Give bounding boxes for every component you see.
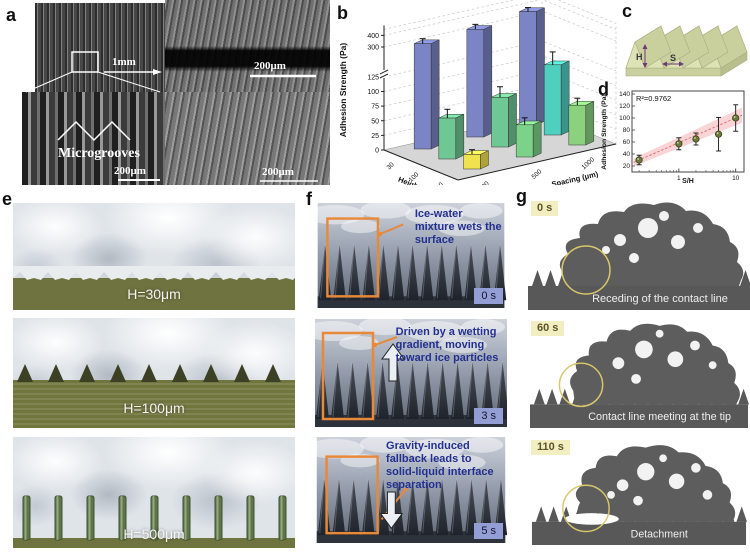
- panel-d-letter: d: [598, 79, 609, 99]
- substrate-graphic: [13, 364, 295, 428]
- panel-f-letter: f: [306, 189, 312, 209]
- svg-text:100: 100: [367, 89, 379, 96]
- svg-text:S/H: S/H: [682, 178, 694, 185]
- panel-c-letter: c: [622, 1, 633, 21]
- adhesion-bar-chart: 0 25 50 75 100 125 300 400 Adhesion Strength (Pa…: [338, 0, 617, 185]
- svg-text:Detachment: Detachment: [631, 528, 688, 540]
- wetting-annotation: Driven by a wetting gradient, moving tow…: [395, 325, 499, 364]
- panel-g-letter: g: [516, 186, 527, 206]
- svg-text:60: 60: [623, 139, 631, 146]
- scale-label-1mm: 1mm: [112, 56, 136, 68]
- sem-tilted-view-image: [165, 92, 330, 185]
- detach-frame-0s: Receding of the contact line 0 s: [528, 198, 750, 310]
- ice-silhouette: Detachment: [531, 437, 747, 545]
- adhesion-scatter-plot: 20 40 60 80 100 120 140 1 10 R²=0.9762 S/H Adhesion…: [601, 90, 745, 185]
- timestamp-badge: 3 s: [474, 408, 503, 424]
- scale-label-top-right: 200μm: [254, 60, 286, 72]
- svg-text:140: 140: [619, 91, 630, 98]
- panel-e-letter: e: [2, 189, 13, 209]
- panel-a-annotations: [25, 51, 318, 182]
- svg-text:Contact line meeting at the ti: Contact line meeting at the tip: [588, 411, 731, 423]
- svg-text:Adhesion Strength (Pa): Adhesion Strength (Pa): [338, 43, 348, 138]
- timestamp-badge: 5 s: [474, 523, 503, 539]
- detach-frame-60s: Contact line meeting at the tip 60 s: [528, 318, 750, 428]
- svg-text:400: 400: [367, 33, 379, 40]
- svg-text:Adhesion Strength (Pa): Adhesion Strength (Pa): [601, 94, 608, 170]
- height-symbol: H: [636, 52, 643, 62]
- panel-b-letter: b: [337, 3, 348, 23]
- height-caption: H=100μm: [123, 400, 185, 416]
- cone-array-photo: [315, 437, 507, 543]
- cone-array-photo: [315, 318, 507, 427]
- svg-text:1000: 1000: [581, 156, 597, 171]
- wetting-annotation: Gravity-induced fallback leads to solid-…: [386, 440, 494, 492]
- wetting-annotation: Ice-water mixture wets the surface: [414, 208, 502, 247]
- svg-text:10: 10: [732, 175, 740, 182]
- svg-text:100: 100: [619, 115, 630, 122]
- svg-text:30: 30: [386, 161, 396, 171]
- panel-a-letter: a: [6, 5, 17, 25]
- scale-label-bottom-left: 200μm: [114, 165, 146, 177]
- spacing-symbol: S: [670, 53, 676, 63]
- timestamp-badge: 60 s: [531, 321, 565, 336]
- ice-silhouette: Receding of the contact line: [528, 198, 750, 310]
- wetting-frame-0s: Ice-water mixture wets the surface 0 s: [315, 203, 507, 308]
- micrograph-H30: H=30μm: [13, 203, 295, 310]
- ice-silhouette: Contact line meeting at the tip: [529, 318, 749, 428]
- svg-text:75: 75: [371, 104, 379, 111]
- svg-text:125: 125: [367, 74, 379, 81]
- timestamp-badge: 110 s: [531, 440, 570, 455]
- svg-text:1: 1: [677, 175, 681, 182]
- scale-label-bottom-right: 200μm: [262, 166, 294, 178]
- wetting-frame-3s: Driven by a wetting gradient, moving tow…: [315, 318, 507, 428]
- substrate-graphic: [13, 495, 295, 548]
- micrograph-H100: H=100μm: [13, 318, 295, 428]
- svg-text:Spacing (μm): Spacing (μm): [551, 169, 600, 185]
- svg-text:100: 100: [478, 180, 491, 185]
- svg-text:20: 20: [623, 163, 631, 170]
- sem-overview-image: [35, 3, 165, 92]
- height-caption: H=500μm: [123, 526, 185, 542]
- panel-a: a 1mm Microgrooves 200μm 200μm 200μm: [0, 0, 330, 185]
- microgrooves-label: Microgrooves: [58, 146, 140, 161]
- groove-schematic: H S: [625, 25, 748, 77]
- svg-text:120: 120: [619, 103, 630, 110]
- svg-text:0: 0: [375, 148, 379, 155]
- micrograph-H500: H=500μm: [13, 437, 295, 548]
- svg-text:R²=0.9762: R²=0.9762: [636, 94, 671, 103]
- svg-text:40: 40: [623, 151, 631, 158]
- substrate-graphic: [13, 266, 295, 310]
- timestamp-badge: 0 s: [474, 288, 503, 304]
- svg-text:50: 50: [371, 118, 379, 125]
- svg-text:25: 25: [371, 133, 379, 140]
- detach-frame-110s: Detachment 110 s: [528, 437, 750, 545]
- svg-text:500: 500: [432, 181, 445, 185]
- svg-text:80: 80: [623, 127, 631, 134]
- svg-text:Receding of the contact line: Receding of the contact line: [592, 293, 728, 305]
- wetting-frame-5s: Gravity-induced fallback leads to solid-…: [315, 437, 507, 543]
- timestamp-badge: 0 s: [531, 201, 559, 216]
- svg-text:500: 500: [531, 168, 544, 181]
- cone-array-photo: [315, 203, 507, 308]
- svg-text:300: 300: [367, 45, 379, 52]
- height-caption: H=30μm: [127, 286, 181, 302]
